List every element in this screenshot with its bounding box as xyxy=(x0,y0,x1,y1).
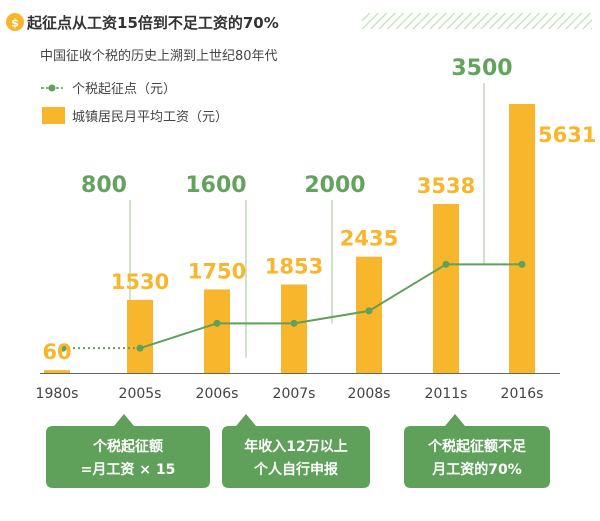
bar-1980s xyxy=(44,370,70,374)
callout-2-line2: 个人自行申报 xyxy=(253,461,338,478)
threshold-point-2016s xyxy=(518,260,526,268)
page-title: 起征点从工资15倍到不足工资的70% xyxy=(26,14,279,32)
callout-3: 个税起征额不足 月工资的70% xyxy=(404,414,550,488)
callout-1-line2: =月工资 × 15 xyxy=(81,461,176,478)
callout-3-line1: 个税起征额不足 xyxy=(427,438,527,455)
callout-1: 个税起征额 =月工资 × 15 xyxy=(46,414,210,488)
threshold-label-3500: 3500 xyxy=(451,56,512,81)
threshold-point-2007s xyxy=(290,319,298,327)
threshold-point-2011s xyxy=(442,260,450,268)
threshold-point-2005s xyxy=(136,344,144,352)
x-tick-2008s: 2008s xyxy=(348,386,391,402)
wage-label-2008s: 2435 xyxy=(340,227,398,251)
callout-2: 年收入12万以上 个人自行申报 xyxy=(222,414,370,488)
wage-label-2011s: 3538 xyxy=(417,174,475,198)
legend-bar-label: 城镇居民月平均工资（元） xyxy=(72,110,228,125)
threshold-line-solid xyxy=(139,263,522,350)
x-tick-2007s: 2007s xyxy=(273,386,316,402)
x-axis-tick-labels: 1980s 2005s 2006s 2007s 2008s 2011s 2016s xyxy=(36,386,544,402)
callout-2-line1: 年收入12万以上 xyxy=(244,438,347,455)
bar-2007s xyxy=(281,284,307,373)
coin-icon xyxy=(6,13,24,31)
wage-value-labels: 60 1530 1750 1853 2435 3538 5631 xyxy=(42,123,596,364)
bar-2016s xyxy=(509,104,535,373)
threshold-point-1980s xyxy=(59,344,67,352)
threshold-point-2008s xyxy=(365,307,373,315)
x-tick-1980s: 1980s xyxy=(36,386,79,402)
x-tick-2016s: 2016s xyxy=(501,386,544,402)
threshold-point-2006s xyxy=(213,319,221,327)
wage-bars xyxy=(44,104,535,374)
x-tick-2006s: 2006s xyxy=(196,386,239,402)
x-tick-2005s: 2005s xyxy=(119,386,162,402)
wage-label-2006s: 1750 xyxy=(188,259,246,283)
coin-icon-glyph: $ xyxy=(11,17,19,30)
wage-label-2007s: 1853 xyxy=(265,254,323,278)
bar-2008s xyxy=(356,256,382,373)
legend-line-marker xyxy=(48,84,56,92)
wage-label-2005s: 1530 xyxy=(111,270,169,294)
callout-1-line1: 个税起征额 xyxy=(92,438,163,455)
bar-2006s xyxy=(204,289,230,373)
threshold-value-labels: 800 1600 2000 3500 xyxy=(81,56,513,198)
legend-line-label: 个税起征点（元） xyxy=(72,82,176,97)
threshold-line xyxy=(59,260,526,352)
x-tick-2011s: 2011s xyxy=(425,386,468,402)
bar-2005s xyxy=(127,299,153,373)
legend-bar-swatch xyxy=(42,107,65,124)
bar-2011s xyxy=(433,203,459,373)
title-decoration xyxy=(362,13,592,29)
threshold-label-800: 800 xyxy=(81,173,127,198)
threshold-label-1600: 1600 xyxy=(185,173,246,198)
wage-label-1980s: 60 xyxy=(42,340,71,364)
threshold-leader-lines xyxy=(129,83,485,358)
page-subtitle: 中国征收个税的历史上溯到上世纪80年代 xyxy=(40,48,278,64)
wage-label-2016s: 5631 xyxy=(538,123,596,147)
threshold-label-2000: 2000 xyxy=(304,173,365,198)
callout-3-line2: 月工资的70% xyxy=(431,461,522,478)
